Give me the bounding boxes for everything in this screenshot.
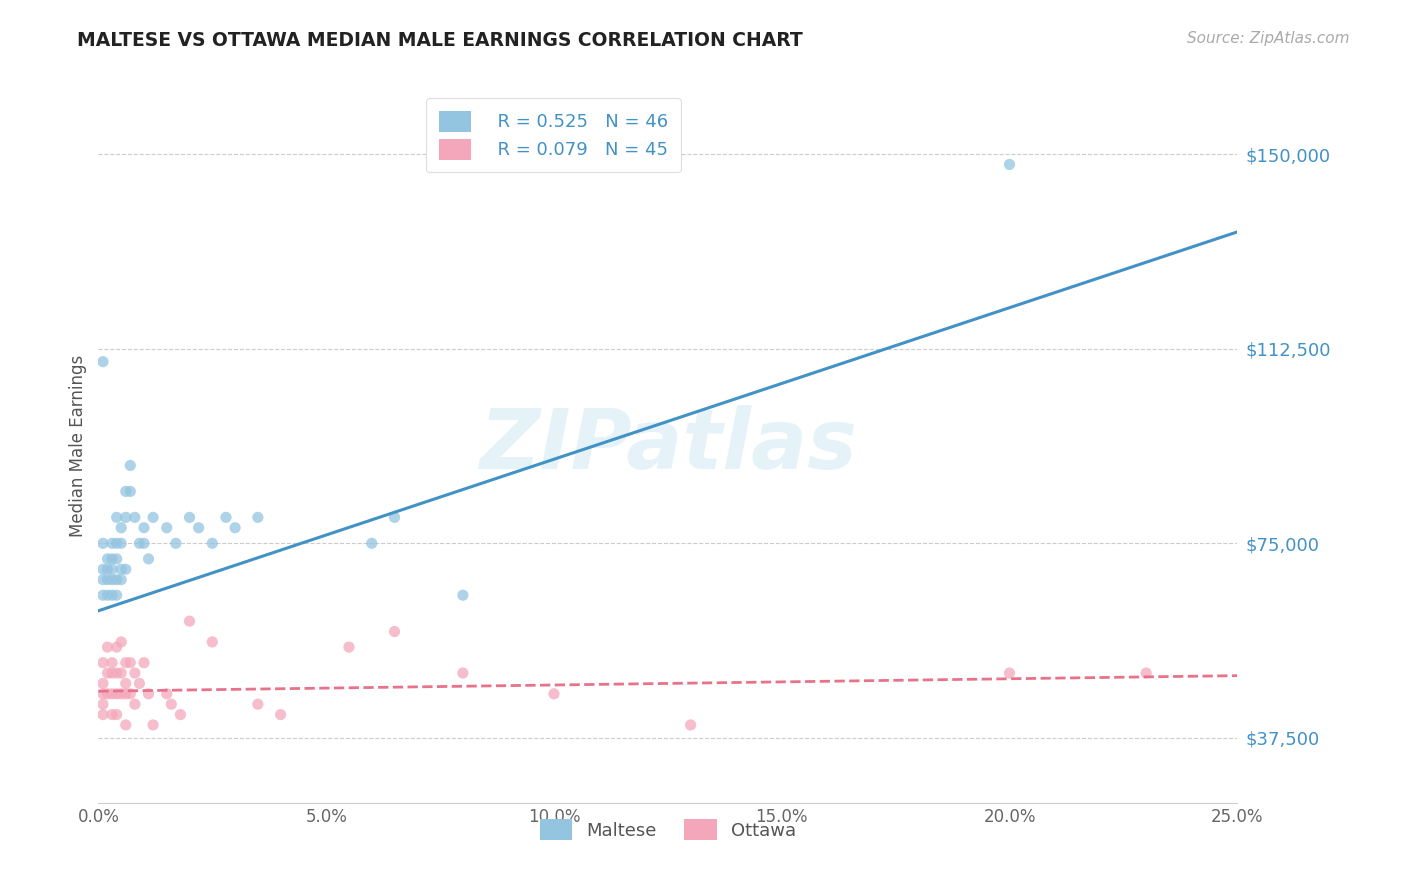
Point [120,656,142,670]
Point [156,521,179,535]
Point [246,510,269,524]
Point [91,573,114,587]
Point [105,573,128,587]
Point [91,707,114,722]
Point [105,510,128,524]
Point [998,666,1021,681]
Y-axis label: Median Male Earnings: Median Male Earnings [69,355,87,537]
Point [156,687,179,701]
Point [120,458,142,473]
Point [165,536,187,550]
Point [998,157,1021,171]
Point [114,484,136,499]
Point [114,510,136,524]
Point [96,552,118,566]
Point [96,640,118,654]
Point [91,354,114,368]
Point [246,697,269,711]
Point [360,536,382,550]
Point [160,697,183,711]
Point [105,588,128,602]
Point [179,614,201,628]
Text: ZIPatlas: ZIPatlas [479,406,856,486]
Point [110,562,132,576]
Point [451,588,474,602]
Point [96,562,118,576]
Point [96,588,118,602]
Point [96,666,118,681]
Point [101,588,124,602]
Point [169,707,191,722]
Point [114,687,136,701]
Point [124,697,146,711]
Point [91,676,114,690]
Point [120,687,142,701]
Point [138,687,160,701]
Point [124,510,146,524]
Point [132,656,155,670]
Point [142,510,165,524]
Point [105,536,128,550]
Point [114,676,136,690]
Point [91,656,114,670]
Point [114,562,136,576]
Point [110,687,132,701]
Point [128,536,150,550]
Point [96,573,118,587]
Point [105,640,128,654]
Point [120,484,142,499]
Point [105,707,128,722]
Point [101,666,124,681]
Point [337,640,360,654]
Point [543,687,565,701]
Point [201,635,224,649]
Point [451,666,474,681]
Point [96,687,118,701]
Point [679,718,702,732]
Point [101,656,124,670]
Text: MALTESE VS OTTAWA MEDIAN MALE EARNINGS CORRELATION CHART: MALTESE VS OTTAWA MEDIAN MALE EARNINGS C… [77,31,803,50]
Point [179,510,201,524]
Point [114,656,136,670]
Point [105,666,128,681]
Point [110,573,132,587]
Point [110,635,132,649]
Point [128,676,150,690]
Point [215,510,238,524]
Point [101,573,124,587]
Point [91,536,114,550]
Point [384,510,406,524]
Point [110,536,132,550]
Point [1135,666,1157,681]
Point [91,562,114,576]
Point [201,536,224,550]
Point [101,707,124,722]
Point [142,718,165,732]
Point [187,521,209,535]
Point [132,536,155,550]
Point [91,588,114,602]
Point [110,521,132,535]
Point [124,666,146,681]
Point [101,687,124,701]
Text: Source: ZipAtlas.com: Source: ZipAtlas.com [1187,31,1350,46]
Point [224,521,246,535]
Point [101,562,124,576]
Point [270,707,292,722]
Point [101,536,124,550]
Point [105,552,128,566]
Point [114,718,136,732]
Point [110,666,132,681]
Point [101,552,124,566]
Point [384,624,406,639]
Point [91,697,114,711]
Point [132,521,155,535]
Point [105,687,128,701]
Legend: Maltese, Ottawa: Maltese, Ottawa [533,812,803,847]
Point [91,687,114,701]
Point [138,552,160,566]
